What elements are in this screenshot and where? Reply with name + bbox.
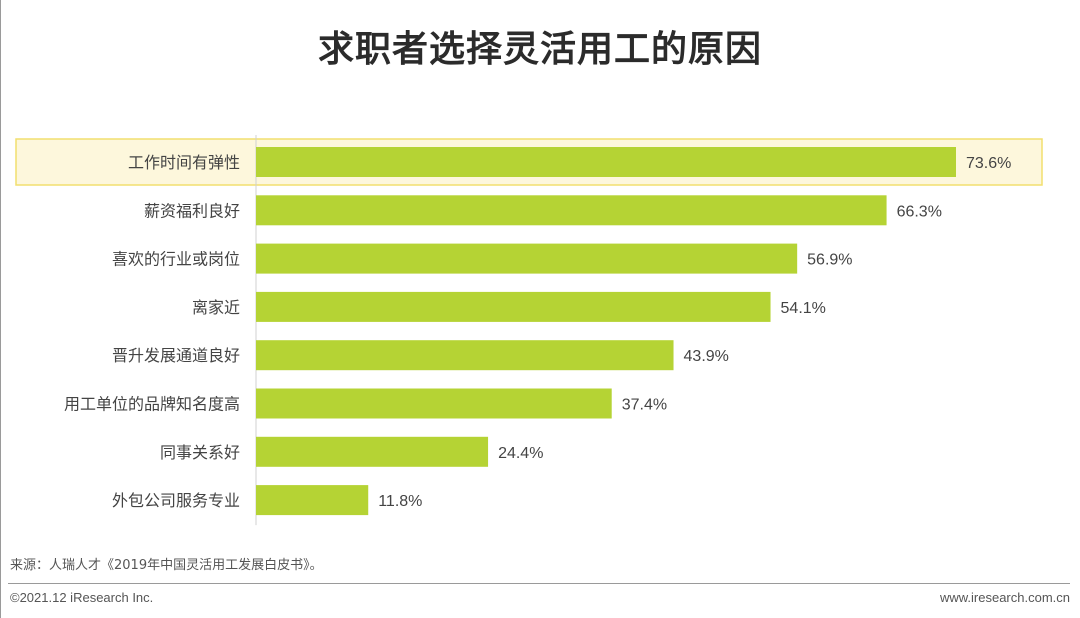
value-label: 73.6% [966,155,1011,172]
value-label: 56.9% [807,252,852,269]
value-label: 66.3% [897,203,942,220]
bar [256,147,956,177]
page-title: 求职者选择灵活用工的原因 [317,29,762,70]
bar [256,485,369,516]
category-label: 用工单位的品牌知名度高 [64,395,240,414]
bar [256,243,798,274]
left-border-line [0,0,1,618]
bar-chart: 工作时间有弹性 73.6% 薪资福利良好 66.3% 喜欢的行业或岗位 56.9% 离家近 5… [15,135,1043,526]
value-label: 24.4% [498,445,543,462]
value-label: 37.4% [622,397,667,414]
bar [256,340,674,371]
category-label: 喜欢的行业或岗位 [112,250,240,269]
category-label: 同事关系好 [160,443,240,462]
category-label: 晋升发展通道良好 [112,346,240,365]
bar [256,291,771,322]
bar [256,388,612,419]
value-label: 54.1% [781,300,826,317]
website-link[interactable]: www.iresearch.com.cn [939,590,1070,605]
bar [256,436,489,467]
value-label: 11.8% [378,493,422,510]
category-label: 离家近 [192,298,240,317]
copyright-text: ©2021.12 iResearch Inc. [10,590,154,605]
category-label: 工作时间有弹性 [128,153,240,172]
footer-divider [8,583,1070,584]
category-label: 薪资福利良好 [144,201,240,220]
source-note: 来源：人瑞人才《2019年中国灵活用工发展白皮书》。 [10,558,323,573]
value-label: 43.9% [684,348,729,365]
category-label: 外包公司服务专业 [112,491,240,510]
bar [256,195,887,226]
